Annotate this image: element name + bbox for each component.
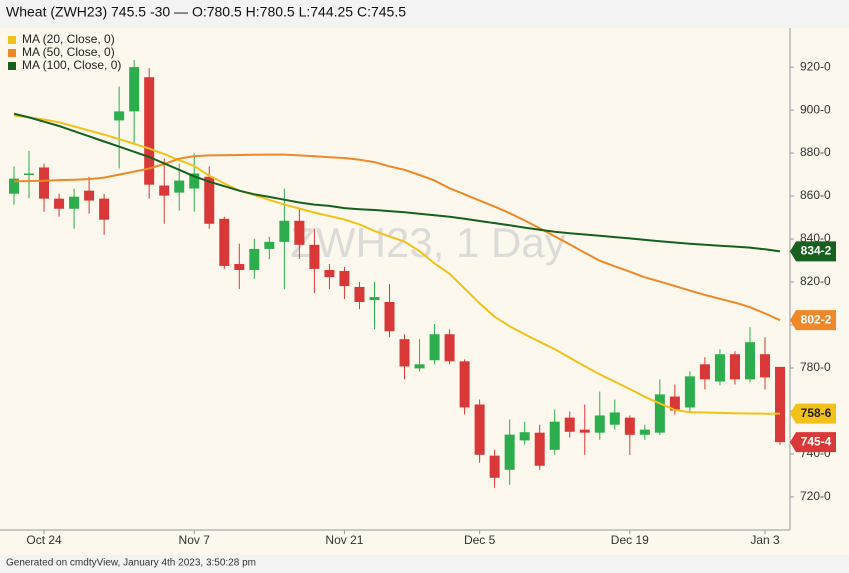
x-tick-label: Jan 3 xyxy=(750,533,780,547)
candle-body xyxy=(459,361,470,408)
price-tag-label: 802-2 xyxy=(801,312,832,326)
candle-body xyxy=(174,180,185,193)
y-tick-label: 720-0 xyxy=(800,489,831,503)
y-tick-label: 900-0 xyxy=(800,102,831,116)
legend-label: MA (20, Close, 0) xyxy=(22,32,115,46)
candle-body xyxy=(144,77,155,185)
ma-line xyxy=(13,114,781,415)
candle-body xyxy=(714,354,725,382)
y-tick-label: 880-0 xyxy=(800,145,831,159)
candle-body xyxy=(249,248,260,270)
y-tick-label: 820-0 xyxy=(800,274,831,288)
candle-body xyxy=(489,455,500,478)
x-tick-label: Dec 5 xyxy=(464,533,496,547)
price-tag-label: 834-2 xyxy=(801,244,832,258)
candle-body xyxy=(654,394,665,433)
candle-body xyxy=(84,190,95,201)
header-title: Wheat (ZWH23) 745.5 -30 — O:780.5 H:780.… xyxy=(6,4,406,20)
candle-body xyxy=(760,354,770,378)
candle-body xyxy=(204,176,215,224)
candle-body xyxy=(339,271,350,287)
candle-body xyxy=(309,244,320,269)
candle-body xyxy=(54,198,65,209)
candle-body xyxy=(399,339,410,367)
candle-body xyxy=(744,342,755,380)
candle-body xyxy=(219,218,230,266)
candle-body xyxy=(24,173,35,175)
ma-line xyxy=(13,153,781,322)
candle-body xyxy=(534,432,545,466)
candle-body xyxy=(579,429,590,433)
candle-body xyxy=(564,417,575,432)
legend-swatch xyxy=(8,49,16,57)
legend-label: MA (100, Close, 0) xyxy=(22,58,121,72)
candle-body xyxy=(234,263,245,270)
price-tag xyxy=(790,432,836,453)
candle-body xyxy=(775,366,786,443)
x-tick-label: Dec 19 xyxy=(611,533,649,547)
candle-body xyxy=(324,269,335,278)
candle-body xyxy=(189,173,200,189)
candle-body xyxy=(9,178,19,194)
candle-body xyxy=(609,412,620,425)
candle-body xyxy=(444,334,455,362)
candle-body xyxy=(729,354,740,380)
legend-swatch xyxy=(8,62,16,70)
time-axis-bg xyxy=(0,530,790,555)
candle-body xyxy=(384,301,395,332)
candle-body xyxy=(354,286,365,302)
candle-body xyxy=(39,167,50,199)
candle-body xyxy=(549,421,560,450)
plot-bg xyxy=(0,28,790,530)
candle-body xyxy=(684,376,695,408)
price-tag xyxy=(790,241,836,262)
y-tick-label: 860-0 xyxy=(800,188,831,202)
marks xyxy=(9,60,786,488)
ma-line xyxy=(13,112,781,253)
x-tick-label: Nov 21 xyxy=(325,533,363,547)
price-tag-label: 745-4 xyxy=(801,434,832,448)
candle-body xyxy=(669,396,680,411)
candle-body xyxy=(639,429,650,435)
candle-body xyxy=(159,185,170,196)
candle-body xyxy=(294,220,305,245)
candle-body xyxy=(99,198,110,220)
price-axis-bg xyxy=(790,28,849,555)
candle-body xyxy=(594,415,605,433)
candle-body xyxy=(369,297,380,301)
legend-swatch xyxy=(8,36,16,44)
candle-body xyxy=(429,334,440,361)
candle-body xyxy=(504,434,515,470)
candle-body xyxy=(114,111,125,121)
candle-body xyxy=(474,404,485,455)
price-tag xyxy=(790,310,836,331)
footer: Generated on cmdtyView, January 4th 2023… xyxy=(6,558,256,569)
x-tick-label: Nov 7 xyxy=(179,533,211,547)
overlays: MA (20, Close, 0)MA (50, Close, 0)MA (10… xyxy=(8,32,836,453)
y-tick-label: 780-0 xyxy=(800,360,831,374)
price-tag-label: 758-6 xyxy=(801,406,832,420)
candle-body xyxy=(264,241,275,249)
candle-body xyxy=(129,67,140,112)
y-tick-label: 920-0 xyxy=(800,59,831,73)
candle-body xyxy=(699,364,710,380)
price-tag xyxy=(790,403,836,424)
candle-body xyxy=(624,417,635,435)
x-tick-label: Oct 24 xyxy=(26,533,62,547)
candle-body xyxy=(519,432,530,441)
candle-body xyxy=(414,364,425,369)
legend-label: MA (50, Close, 0) xyxy=(22,45,115,59)
candle-body xyxy=(69,196,80,209)
candle-body xyxy=(279,220,290,242)
